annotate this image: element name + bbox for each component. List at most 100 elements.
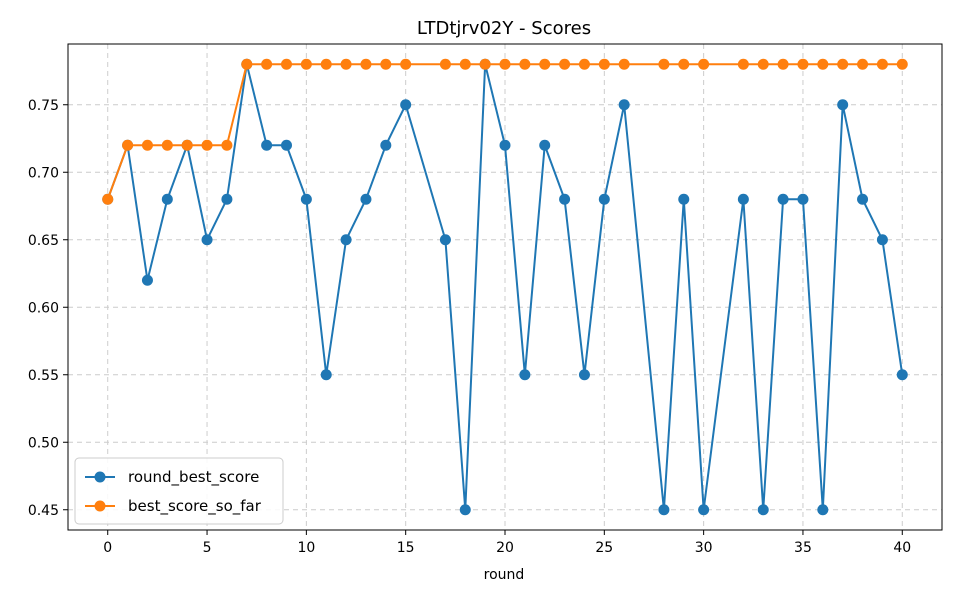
grid-layer <box>68 44 942 530</box>
data-point-round_best_score <box>578 369 590 381</box>
data-point-round_best_score <box>281 139 292 151</box>
data-point-best_score_so_far <box>479 58 491 70</box>
data-point-best_score_so_far <box>320 58 332 70</box>
data-point-best_score_so_far <box>737 58 749 70</box>
x-tick-label: 25 <box>595 540 613 556</box>
y-tick-label: 0.55 <box>28 368 59 384</box>
data-point-best_score_so_far <box>797 58 809 70</box>
data-point-best_score_so_far <box>578 58 590 70</box>
data-point-best_score_so_far <box>360 58 372 70</box>
data-point-round_best_score <box>698 504 710 516</box>
data-point-round_best_score <box>598 193 610 205</box>
data-point-best_score_so_far <box>678 58 690 70</box>
data-point-best_score_so_far <box>300 58 312 70</box>
series-best_score_so_far <box>102 58 908 205</box>
data-point-best_score_so_far <box>559 58 571 70</box>
x-tick-label: 15 <box>397 540 415 556</box>
legend-item-round_best_score: round_best_score <box>85 468 259 487</box>
y-tick-label: 0.60 <box>28 300 59 316</box>
data-point-best_score_so_far <box>122 139 134 151</box>
data-point-round_best_score <box>459 504 471 516</box>
x-tick-label: 10 <box>297 540 315 556</box>
data-point-best_score_so_far <box>658 58 670 70</box>
y-tick-label: 0.70 <box>28 165 59 181</box>
series-line-round_best_score <box>106 64 904 510</box>
x-axis-label: round <box>484 567 525 583</box>
data-point-best_score_so_far <box>698 58 710 70</box>
x-tick-label: 35 <box>794 540 812 556</box>
data-point-round_best_score <box>340 234 352 246</box>
data-point-round_best_score <box>320 369 332 381</box>
data-point-best_score_so_far <box>439 58 451 70</box>
data-point-round_best_score <box>777 193 789 205</box>
series-layer <box>102 58 908 516</box>
data-point-best_score_so_far <box>201 139 213 151</box>
data-point-best_score_so_far <box>757 58 769 70</box>
data-point-best_score_so_far <box>221 139 233 151</box>
legend-marker <box>94 471 106 483</box>
data-point-round_best_score <box>817 504 829 516</box>
data-point-round_best_score <box>141 274 153 286</box>
data-point-round_best_score <box>896 369 908 381</box>
data-point-best_score_so_far <box>340 58 352 70</box>
data-point-best_score_so_far <box>817 58 829 70</box>
data-point-round_best_score <box>757 504 769 516</box>
x-tick-label: 30 <box>695 540 713 556</box>
legend-box <box>74 457 284 525</box>
data-point-best_score_so_far <box>777 58 789 70</box>
data-point-best_score_so_far <box>400 58 412 70</box>
chart-title: LTDtjrv02Y - Scores <box>417 18 591 39</box>
data-point-round_best_score <box>658 504 670 516</box>
legend-item-best_score_so_far: best_score_so_far <box>85 497 262 516</box>
data-point-best_score_so_far <box>539 58 551 70</box>
y-tick-label: 0.45 <box>28 503 59 519</box>
y-tick-label: 0.65 <box>28 233 59 249</box>
data-point-round_best_score <box>201 234 213 246</box>
data-point-best_score_so_far <box>102 193 114 205</box>
data-point-round_best_score <box>737 193 749 205</box>
data-point-round_best_score <box>499 139 511 151</box>
data-point-best_score_so_far <box>519 58 531 70</box>
data-point-best_score_so_far <box>380 58 392 70</box>
data-point-round_best_score <box>519 369 531 381</box>
data-point-best_score_so_far <box>281 58 292 70</box>
data-point-round_best_score <box>678 193 690 205</box>
legend: round_best_score best_score_so_far <box>74 457 284 525</box>
x-tick-label: 20 <box>496 540 514 556</box>
data-point-round_best_score <box>380 139 392 151</box>
data-point-best_score_so_far <box>896 58 908 70</box>
y-tick-label: 0.50 <box>28 435 59 451</box>
data-point-best_score_so_far <box>837 58 849 70</box>
x-tick-label: 0 <box>103 540 112 556</box>
data-point-round_best_score <box>439 234 451 246</box>
data-point-round_best_score <box>837 99 849 111</box>
data-point-best_score_so_far <box>181 139 193 151</box>
data-point-round_best_score <box>857 193 869 205</box>
data-point-best_score_so_far <box>459 58 471 70</box>
data-point-best_score_so_far <box>499 58 511 70</box>
data-point-best_score_so_far <box>261 58 273 70</box>
legend-label: best_score_so_far <box>128 497 262 516</box>
x-tick-label: 5 <box>203 540 212 556</box>
data-point-best_score_so_far <box>857 58 869 70</box>
data-point-round_best_score <box>797 193 809 205</box>
data-point-best_score_so_far <box>241 58 253 70</box>
data-point-round_best_score <box>161 193 173 205</box>
data-point-best_score_so_far <box>618 58 630 70</box>
data-point-round_best_score <box>876 234 888 246</box>
data-point-round_best_score <box>618 99 630 111</box>
data-point-round_best_score <box>261 139 273 151</box>
data-point-round_best_score <box>300 193 312 205</box>
data-point-best_score_so_far <box>141 139 153 151</box>
data-point-round_best_score <box>221 193 233 205</box>
series-round_best_score <box>102 58 908 516</box>
x-tick-label: 40 <box>893 540 911 556</box>
axes-layer: 0 5 10 15 20 25 30 35 40 0.45 0.50 0.55 0.60 0.65 0.70… <box>28 43 943 556</box>
data-point-round_best_score <box>360 193 372 205</box>
y-tick-label: 0.75 <box>28 98 59 114</box>
data-point-best_score_so_far <box>876 58 888 70</box>
data-point-best_score_so_far <box>598 58 610 70</box>
data-point-round_best_score <box>400 99 412 111</box>
data-point-round_best_score <box>559 193 571 205</box>
